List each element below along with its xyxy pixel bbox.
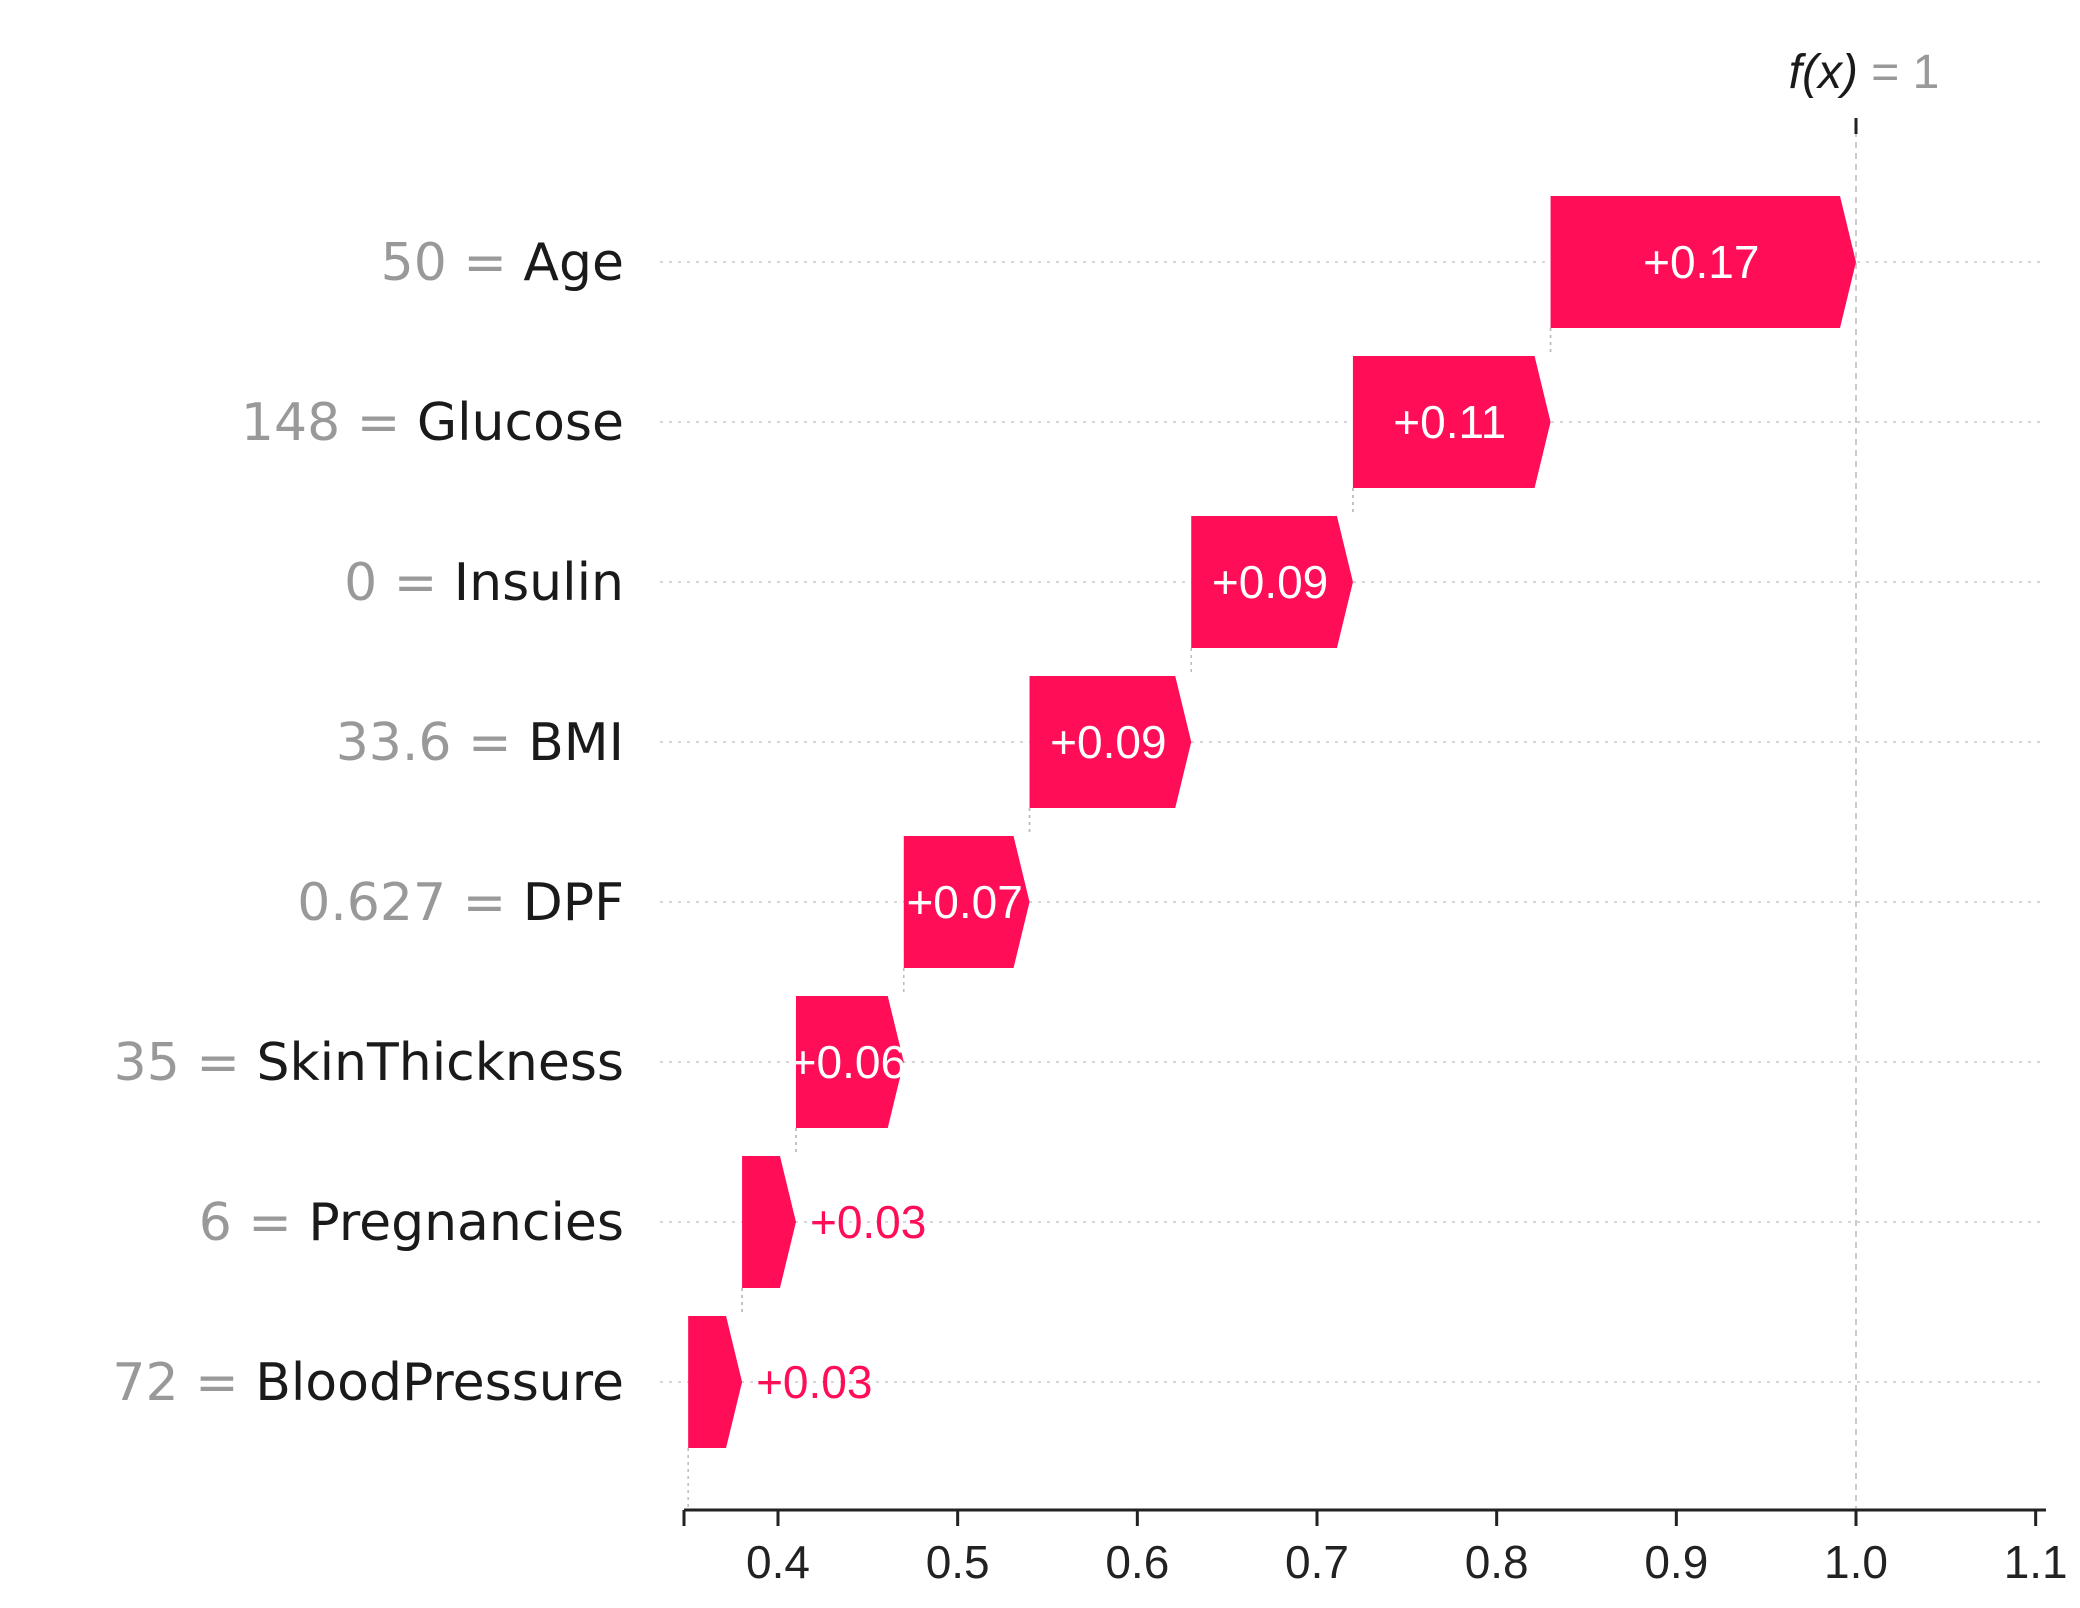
contribution-label: +0.03 [810, 1196, 926, 1248]
contribution-label: +0.11 [1393, 396, 1506, 448]
feature-labels: 50 = Age 148 = Glucose 0 = Insulin 33.6 = B… [112, 233, 624, 1413]
contribution-bar [688, 1316, 743, 1448]
feature-label: 0 = Insulin [344, 553, 624, 613]
feature-value: 0.627 = [297, 873, 523, 933]
feature-label: 35 = SkinThickness [114, 1033, 624, 1093]
feature-label: 148 = Glucose [241, 393, 624, 453]
feature-value: 33.6 = [336, 713, 528, 773]
x-tick-label: 0.5 [926, 1536, 990, 1588]
contribution-bar [1029, 676, 1192, 808]
contribution-label: +0.17 [1643, 236, 1759, 288]
x-tick-label: 0.8 [1465, 1536, 1529, 1588]
contribution-bar [903, 836, 1030, 968]
feature-value: 35 = [114, 1033, 257, 1093]
contribution-label: +0.07 [906, 876, 1022, 928]
feature-value: 72 = [112, 1353, 255, 1413]
contribution-label: +0.03 [756, 1356, 872, 1408]
output-value-marker: f(x) = 1 [1789, 46, 1940, 134]
feature-value: 148 = [241, 393, 417, 453]
feature-name: BMI [528, 713, 624, 773]
feature-name: Pregnancies [308, 1193, 624, 1253]
contribution-bar [1191, 516, 1353, 648]
feature-value: 0 = [344, 553, 454, 613]
feature-value: 50 = [381, 233, 524, 293]
contribution-label: +0.06 [790, 1036, 906, 1088]
feature-label: 33.6 = BMI [336, 713, 624, 773]
x-tick-label: 0.6 [1105, 1536, 1169, 1588]
feature-label: 0.627 = DPF [297, 873, 624, 933]
feature-name: BloodPressure [255, 1353, 624, 1413]
contribution-bar [1550, 196, 1856, 328]
feature-name: SkinThickness [256, 1033, 624, 1093]
x-tick-label: 0.7 [1285, 1536, 1349, 1588]
contribution-bar [795, 996, 904, 1128]
output-symbol: f(x) [1789, 46, 1872, 99]
output-value: = 1 [1871, 46, 1939, 99]
x-axis: 0.4 0.5 0.6 0.7 0.8 0.9 1.0 1.1 [682, 1508, 2068, 1588]
x-tick-label: 1.0 [1824, 1536, 1888, 1588]
output-label: f(x) = 1 [1789, 46, 1940, 99]
contribution-label: +0.09 [1050, 716, 1166, 768]
contribution-bar [1352, 356, 1551, 488]
contribution-label: +0.09 [1212, 556, 1328, 608]
feature-name: Age [523, 233, 624, 293]
bar-connectors [687, 120, 1857, 1510]
feature-label: 50 = Age [381, 233, 624, 293]
feature-label: 6 = Pregnancies [199, 1193, 624, 1253]
contribution-bars: +0.17 +0.11 +0.09 +0.09 +0.07 +0.06 +0.03 +0.03 [688, 196, 1856, 1448]
x-tick-label: 0.4 [746, 1536, 810, 1588]
x-tick-label: 0.9 [1644, 1536, 1708, 1588]
feature-label: 72 = BloodPressure [112, 1353, 624, 1413]
feature-name: Insulin [454, 553, 624, 613]
feature-name: DPF [523, 873, 624, 933]
feature-name: Glucose [417, 393, 624, 453]
x-tick-label: 1.1 [2004, 1536, 2068, 1588]
feature-value: 6 = [199, 1193, 309, 1253]
contribution-bar [742, 1156, 796, 1288]
